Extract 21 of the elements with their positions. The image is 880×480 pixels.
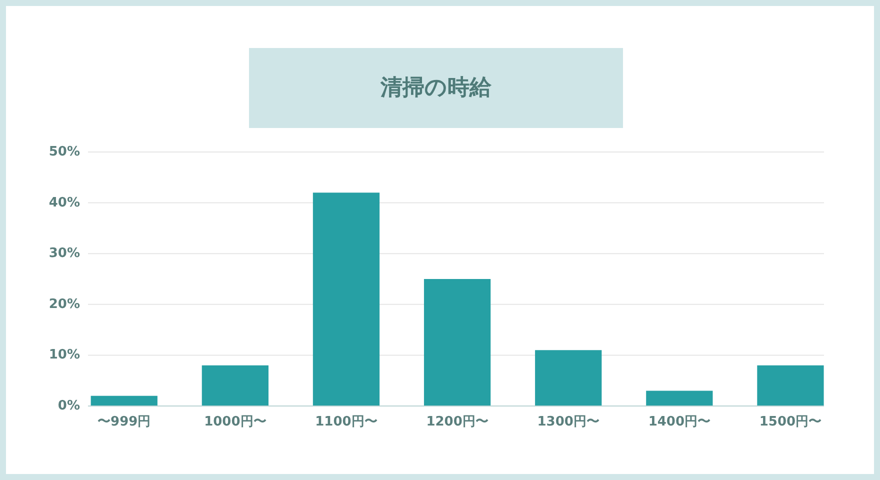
y-tick-label: 40% bbox=[48, 195, 80, 210]
bar bbox=[424, 279, 491, 406]
y-tick-label: 30% bbox=[48, 246, 80, 262]
x-tick-label: 1400円〜 bbox=[648, 414, 711, 430]
bar bbox=[757, 365, 824, 406]
y-tick-label: 0% bbox=[58, 398, 80, 414]
x-tick-label: 1200円〜 bbox=[426, 414, 488, 430]
bar bbox=[312, 192, 380, 406]
bar bbox=[90, 396, 158, 406]
x-tick-label: 1300円〜 bbox=[537, 414, 600, 430]
bar bbox=[646, 390, 713, 406]
y-tick-label: 50% bbox=[48, 144, 80, 160]
y-tick-label: 20% bbox=[48, 296, 80, 312]
chart-title: 清掃の時給 bbox=[380, 76, 492, 100]
bar bbox=[535, 350, 602, 406]
x-tick-label: 〜999円 bbox=[98, 414, 151, 430]
y-tick-label: 10% bbox=[48, 348, 80, 363]
x-tick-label: 1000円〜 bbox=[204, 414, 266, 430]
x-tick-label: 1500円〜 bbox=[759, 414, 822, 430]
x-tick-label: 1100円〜 bbox=[315, 414, 378, 430]
bar bbox=[202, 365, 269, 406]
